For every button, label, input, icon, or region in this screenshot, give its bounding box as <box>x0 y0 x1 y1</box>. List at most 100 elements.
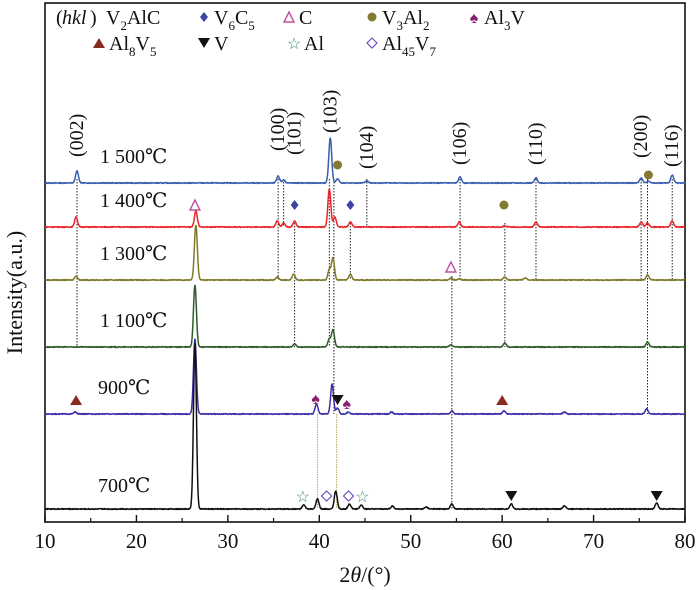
triangle-icon <box>70 395 83 405</box>
legend-label: Al45V7 <box>382 33 436 59</box>
phase-marker-V <box>650 491 663 501</box>
hkl-label: (101) <box>284 112 306 155</box>
star-icon: ☆ <box>296 489 310 506</box>
phase-marker-V <box>331 395 344 405</box>
legend-item-Al3V: ♠ Al3V <box>470 7 526 33</box>
phase-marker-V3Al2 <box>333 160 343 170</box>
series-label: 1 500℃ <box>100 146 167 168</box>
legend-item-Al8V5: Al8V5 <box>93 33 156 59</box>
phase-marker-C <box>444 260 458 273</box>
hkl-label: (104) <box>356 126 378 169</box>
phase-marker-V3Al2 <box>643 170 653 180</box>
legend-symbol <box>366 37 378 49</box>
hkl-label: (100) <box>267 108 289 151</box>
trace-4 <box>44 338 686 416</box>
phase-marker-Al8V5 <box>496 395 509 405</box>
x-tick-label: 50 <box>400 529 421 553</box>
x-tick-label: 20 <box>126 529 147 553</box>
trace-1 <box>44 188 686 229</box>
circle-icon <box>333 160 343 170</box>
phase-marker-Al3V: ♠ <box>311 391 320 408</box>
series-label: 1 100℃ <box>100 310 167 332</box>
x-tick-label: 80 <box>675 529 696 553</box>
series-label: 1 300℃ <box>100 243 167 265</box>
legend-paren: ( <box>56 7 63 29</box>
x-tick-label: 10 <box>35 529 56 553</box>
series-label: 1 400℃ <box>100 190 167 212</box>
legend-symbol <box>367 12 377 22</box>
spade-icon: ♠ <box>311 391 320 408</box>
triangle-icon <box>93 38 105 48</box>
legend-label: C <box>299 7 312 29</box>
x-tick-label: 40 <box>309 529 330 553</box>
hkl-label: (002) <box>66 114 88 157</box>
legend-label: Al <box>304 33 324 55</box>
hkl-label: (116) <box>661 124 683 167</box>
legend-paren: ) <box>90 7 97 29</box>
trace-3 <box>44 284 686 349</box>
star-icon: ☆ <box>355 489 369 506</box>
star-icon: ☆ <box>287 36 301 53</box>
open-diamond-icon <box>366 37 378 49</box>
x-tick-label: 70 <box>583 529 604 553</box>
legend-symbol: ☆ <box>287 36 301 53</box>
phase-marker-V6C5 <box>290 200 299 210</box>
circle-icon <box>643 170 653 180</box>
legend-label: Al8V5 <box>109 33 156 59</box>
trace-5 <box>44 343 686 511</box>
diamond-icon <box>290 200 299 210</box>
phase-marker-Al3V: ♠ <box>342 396 351 413</box>
legend-item-Al: ☆ Al <box>287 33 325 55</box>
legend-label: V <box>214 33 229 55</box>
legend-symbol <box>282 10 296 23</box>
series-label: 900℃ <box>98 377 150 399</box>
hkl-label: (110) <box>525 122 547 165</box>
phase-marker-V <box>505 491 518 501</box>
legend-label: V6C5 <box>214 7 255 33</box>
legend-item-V3Al2: V3Al2 <box>367 7 429 33</box>
circle-icon <box>367 12 377 22</box>
trace-2 <box>44 224 686 282</box>
down-triangle-icon <box>505 491 518 501</box>
y-axis-label: Intensity(a.u.) <box>2 231 27 354</box>
hkl-label: (103) <box>319 90 341 133</box>
x-tick-label: 60 <box>492 529 513 553</box>
phase-marker-Al45V7 <box>342 490 355 502</box>
hkl-label: (106) <box>449 122 471 165</box>
down-triangle-icon <box>198 38 210 48</box>
phase-marker-C <box>188 198 202 211</box>
down-triangle-icon <box>650 491 663 501</box>
open-triangle-icon <box>282 10 296 23</box>
circle-icon <box>499 200 509 210</box>
phase-marker-Al8V5 <box>70 395 83 405</box>
legend-item-C: C <box>282 7 312 29</box>
phase-marker-Al: ☆ <box>296 489 310 506</box>
triangle-icon <box>496 395 509 405</box>
legend-label: V3Al2 <box>382 7 429 33</box>
phase-marker-V6C5 <box>346 200 355 210</box>
legend-symbol <box>200 12 208 22</box>
open-diamond-icon <box>320 490 333 502</box>
legend-label: Al3V <box>484 7 526 33</box>
phase-marker-Al: ☆ <box>355 489 369 506</box>
legend-label: V2AlC <box>106 7 160 33</box>
spade-icon: ♠ <box>470 10 479 27</box>
legend-item-V6C5: V6C5 <box>200 7 255 33</box>
phase-marker-V3Al2 <box>499 200 509 210</box>
legend-symbol <box>93 38 105 48</box>
hkl-label: (200) <box>630 115 652 158</box>
legend-item-Al45V7: Al45V7 <box>366 33 436 59</box>
series-label: 700℃ <box>98 475 150 497</box>
x-tick-label: 30 <box>217 529 238 553</box>
spade-icon: ♠ <box>342 396 351 413</box>
trace-0 <box>44 137 686 185</box>
x-axis-label: 2θ/(°) <box>339 562 390 587</box>
legend-symbol <box>198 38 210 48</box>
legend-symbol: ♠ <box>470 10 479 27</box>
legend-header: hkl <box>62 7 87 29</box>
diamond-icon <box>200 12 208 22</box>
down-triangle-icon <box>331 395 344 405</box>
open-diamond-icon <box>342 490 355 502</box>
open-triangle-icon <box>188 198 202 211</box>
